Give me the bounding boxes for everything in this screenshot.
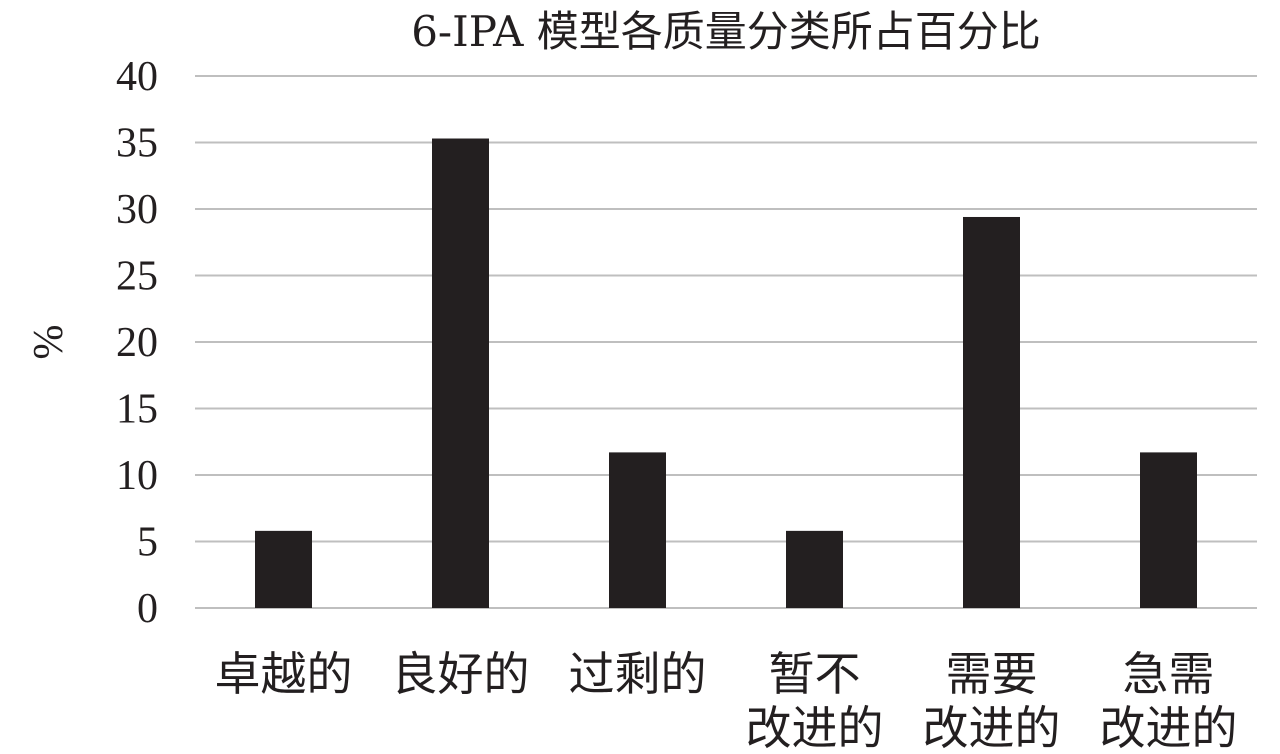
y-tick-label: 35 — [116, 121, 158, 167]
x-tick-label: 改进的 — [923, 701, 1061, 754]
x-tick-label: 卓越的 — [215, 647, 353, 701]
bar — [786, 530, 843, 608]
y-tick-label: 25 — [116, 254, 158, 300]
bar — [255, 530, 312, 608]
y-tick-label: 5 — [137, 520, 158, 566]
bar — [1140, 452, 1197, 608]
x-tick-label: 暂不 — [769, 647, 861, 701]
y-tick-label: 0 — [137, 586, 158, 632]
bars — [255, 138, 1197, 609]
bar — [609, 452, 666, 608]
y-tick-label: 40 — [116, 54, 158, 100]
x-tick-label: 需要 — [946, 647, 1038, 701]
x-tick-label: 改进的 — [1100, 701, 1238, 754]
x-tick-label: 改进的 — [746, 701, 884, 754]
x-tick-label: 良好的 — [392, 647, 530, 701]
bar — [963, 216, 1020, 609]
chart-title: 6-IPA 模型各质量分类所占百分比 — [411, 7, 1041, 56]
y-tick-label: 30 — [116, 187, 158, 233]
y-tick-label: 20 — [116, 320, 158, 366]
y-tick-label: 10 — [116, 453, 158, 499]
gridlines — [195, 75, 1257, 609]
y-axis-label: % — [26, 325, 72, 360]
y-tick-label: 15 — [116, 387, 158, 433]
x-tick-label: 过剩的 — [569, 647, 707, 701]
y-axis-ticks: 0 5 10 15 20 25 30 35 40 — [116, 54, 158, 632]
x-tick-label: 急需 — [1123, 647, 1215, 701]
bar — [432, 138, 489, 608]
